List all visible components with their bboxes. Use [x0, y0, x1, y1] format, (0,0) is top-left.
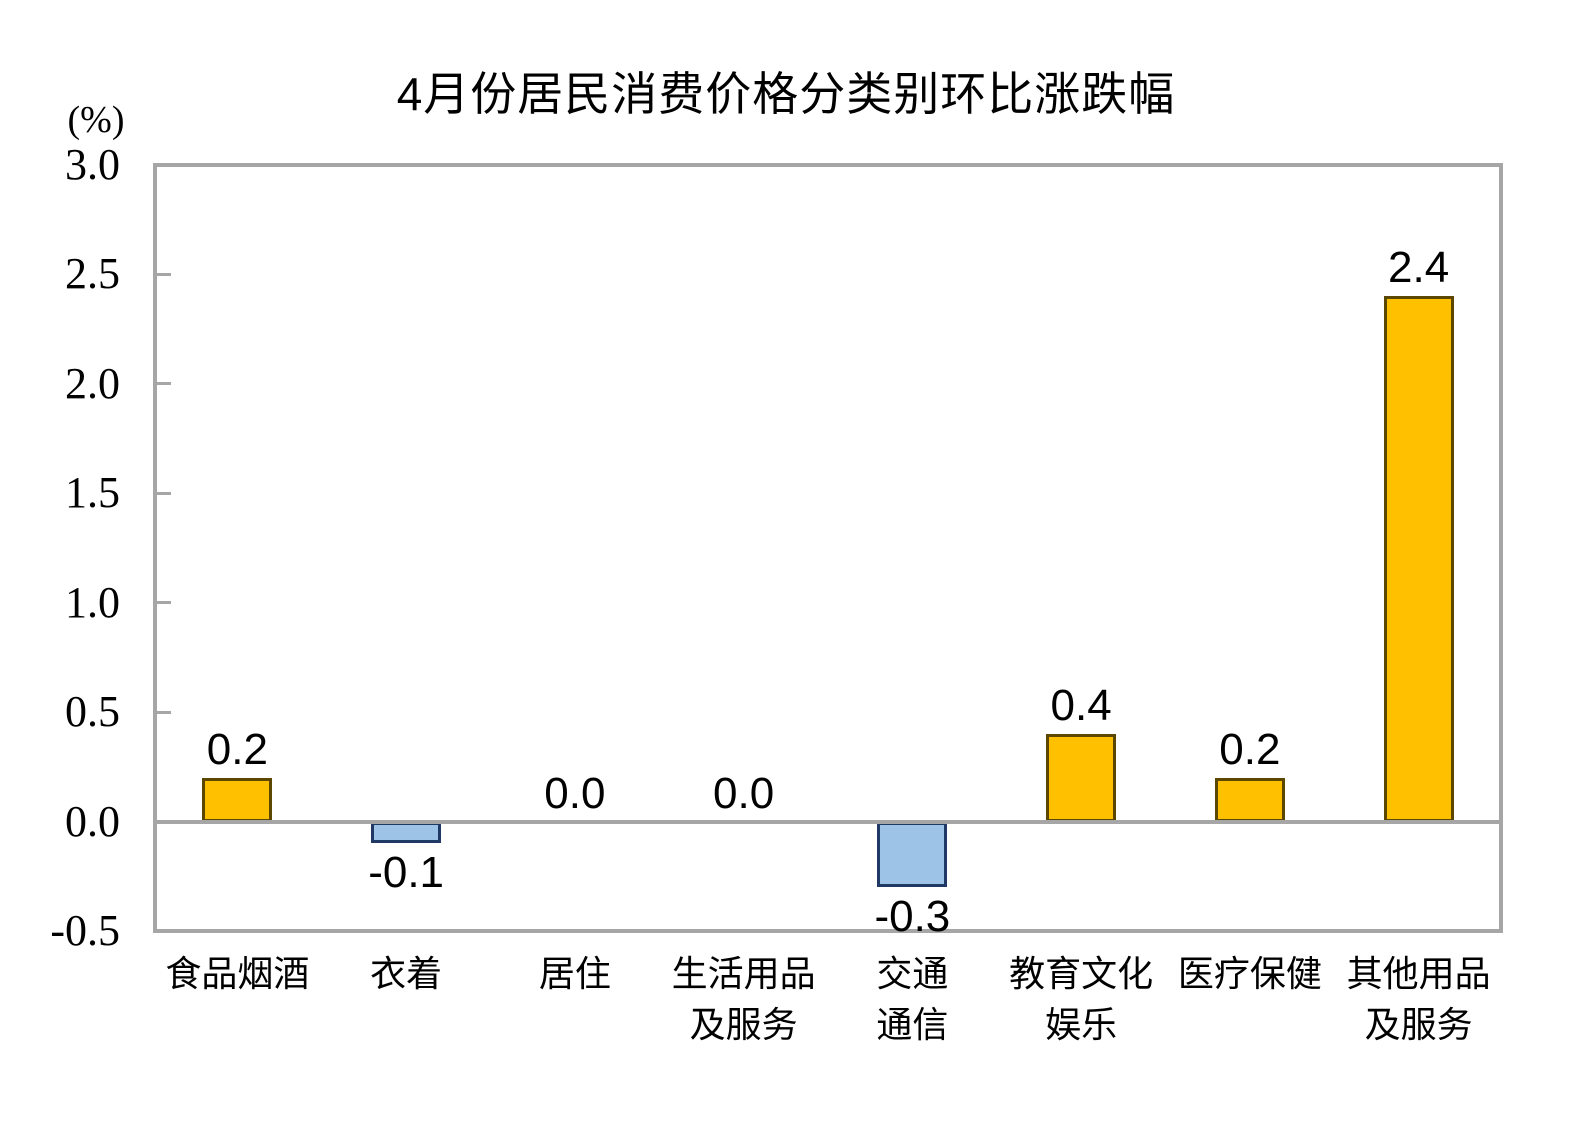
x-axis-category-line: 居住	[538, 953, 611, 994]
y-axis-tick-mark	[157, 601, 171, 605]
x-axis-category-label: 居住	[465, 948, 685, 999]
y-axis-tick-label: 1.5	[65, 468, 120, 518]
bar-positive	[1214, 777, 1285, 822]
y-axis-unit-label: (%)	[67, 99, 125, 141]
x-axis-category-line: 娱乐	[1045, 1004, 1118, 1045]
zero-baseline	[153, 819, 1503, 824]
bar-value-label: 0.2	[206, 724, 268, 774]
x-axis-category-line: 衣着	[370, 953, 443, 994]
bar-positive	[202, 777, 273, 822]
y-axis-tick-label: -0.5	[50, 905, 120, 955]
y-axis-tick-label: 0.5	[65, 687, 120, 737]
y-axis-tick-label: 1.0	[65, 577, 120, 627]
y-axis-tick-label: 3.0	[65, 140, 120, 189]
x-axis-category-line: 及服务	[1364, 1004, 1473, 1045]
bar-value-label: 0.0	[544, 768, 606, 818]
x-axis-category-line: 医疗保健	[1177, 953, 1322, 994]
bar-value-label: 2.4	[1388, 243, 1450, 293]
x-axis-category-line: 交通	[876, 953, 949, 994]
y-axis-tick-mark	[157, 710, 171, 714]
y-axis-tick-mark	[157, 382, 171, 386]
chart-title: 4月份居民消费价格分类别环比涨跌幅	[396, 68, 1176, 120]
x-axis-category-label: 食品烟酒	[127, 948, 347, 999]
x-axis-category-line: 教育文化	[1009, 953, 1154, 994]
y-axis-tick-mark	[157, 272, 171, 276]
x-axis-category-line: 食品烟酒	[165, 953, 310, 994]
bar-value-label: 0.4	[1050, 681, 1112, 731]
x-axis-category-line: 通信	[876, 1004, 949, 1045]
bar-positive	[1383, 296, 1454, 822]
x-axis-category-label: 生活用品 及服务	[634, 948, 854, 1050]
bar-positive	[1046, 734, 1117, 822]
x-axis-category-line: 其他用品	[1346, 953, 1491, 994]
x-axis-category-label: 医疗保健	[1140, 948, 1360, 999]
y-axis-tick-mark	[157, 491, 171, 495]
x-axis-category-line: 生活用品	[671, 953, 816, 994]
x-axis-category-label: 其他用品 及服务	[1309, 948, 1529, 1050]
y-axis-tick-label: 0.0	[65, 796, 120, 846]
x-axis-category-line: 及服务	[689, 1004, 798, 1045]
y-axis-tick-label: 2.0	[65, 358, 120, 408]
y-axis-tick-label: 2.5	[65, 249, 120, 299]
x-axis-category-label: 衣着	[296, 948, 516, 999]
x-axis-category-label: 交通 通信	[802, 948, 1022, 1050]
bar-value-label: 0.2	[1219, 724, 1281, 774]
bar-negative	[371, 821, 442, 844]
bar-negative	[877, 821, 948, 888]
bar-value-label: -0.1	[368, 848, 445, 898]
x-axis-category-label: 教育文化 娱乐	[971, 948, 1191, 1050]
bar-value-label: -0.3	[874, 892, 951, 942]
bar-value-label: 0.0	[713, 768, 775, 818]
